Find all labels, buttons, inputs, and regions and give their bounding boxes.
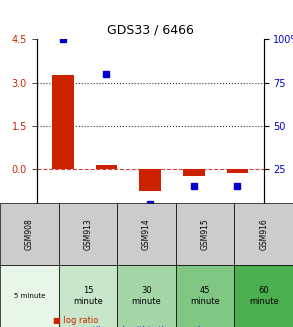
Text: GSM915: GSM915 [201, 218, 209, 250]
FancyBboxPatch shape [0, 203, 59, 265]
Bar [226, 169, 248, 173]
Text: ■ percentile rank within the sample: ■ percentile rank within the sample [53, 326, 205, 327]
Bar [183, 169, 205, 176]
Bar [96, 165, 117, 169]
Text: 5 minute: 5 minute [13, 293, 45, 299]
Text: 15
minute: 15 minute [73, 286, 103, 306]
FancyBboxPatch shape [59, 265, 117, 327]
FancyBboxPatch shape [234, 265, 293, 327]
FancyBboxPatch shape [0, 265, 59, 327]
Text: 30
minute: 30 minute [132, 286, 161, 306]
Text: 45
minute: 45 minute [190, 286, 220, 306]
Title: GDS33 / 6466: GDS33 / 6466 [107, 24, 194, 37]
FancyBboxPatch shape [176, 203, 234, 265]
FancyBboxPatch shape [59, 203, 117, 265]
Bar [139, 169, 161, 191]
Text: GSM916: GSM916 [259, 218, 268, 250]
Text: ■ log ratio: ■ log ratio [53, 316, 98, 325]
FancyBboxPatch shape [234, 203, 293, 265]
Text: 60
minute: 60 minute [249, 286, 279, 306]
Text: GSM908: GSM908 [25, 218, 34, 250]
FancyBboxPatch shape [117, 203, 176, 265]
Bar [52, 75, 74, 169]
Text: GSM914: GSM914 [142, 218, 151, 250]
Text: GSM913: GSM913 [84, 218, 92, 250]
FancyBboxPatch shape [117, 265, 176, 327]
FancyBboxPatch shape [176, 265, 234, 327]
